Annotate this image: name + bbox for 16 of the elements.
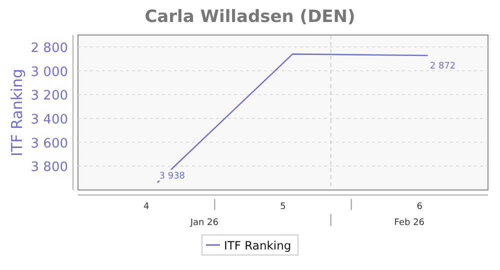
y-tick-label: 3 800 [30, 160, 68, 176]
x-tick-label: 4 [143, 202, 150, 212]
legend-label: ITF Ranking [224, 238, 292, 252]
y-tick-label: 2 800 [30, 40, 68, 56]
chart-title: Carla Willadsen (DEN) [144, 7, 356, 27]
y-tick-label: 3 400 [30, 112, 68, 128]
x-tick-label: 5 [280, 202, 286, 212]
data-label: 2 872 [430, 62, 456, 72]
y-tick-label: 3 600 [30, 136, 68, 152]
x-tick-label: 6 [416, 202, 423, 212]
y-tick-label: 3 200 [30, 88, 68, 104]
y-tick-label: 3 000 [30, 64, 68, 80]
y-axis-title: ITF Ranking [8, 68, 26, 156]
text: Jan 26 [189, 218, 219, 228]
text: Feb 26 [394, 218, 425, 228]
data-label: 3 938 [159, 172, 186, 182]
